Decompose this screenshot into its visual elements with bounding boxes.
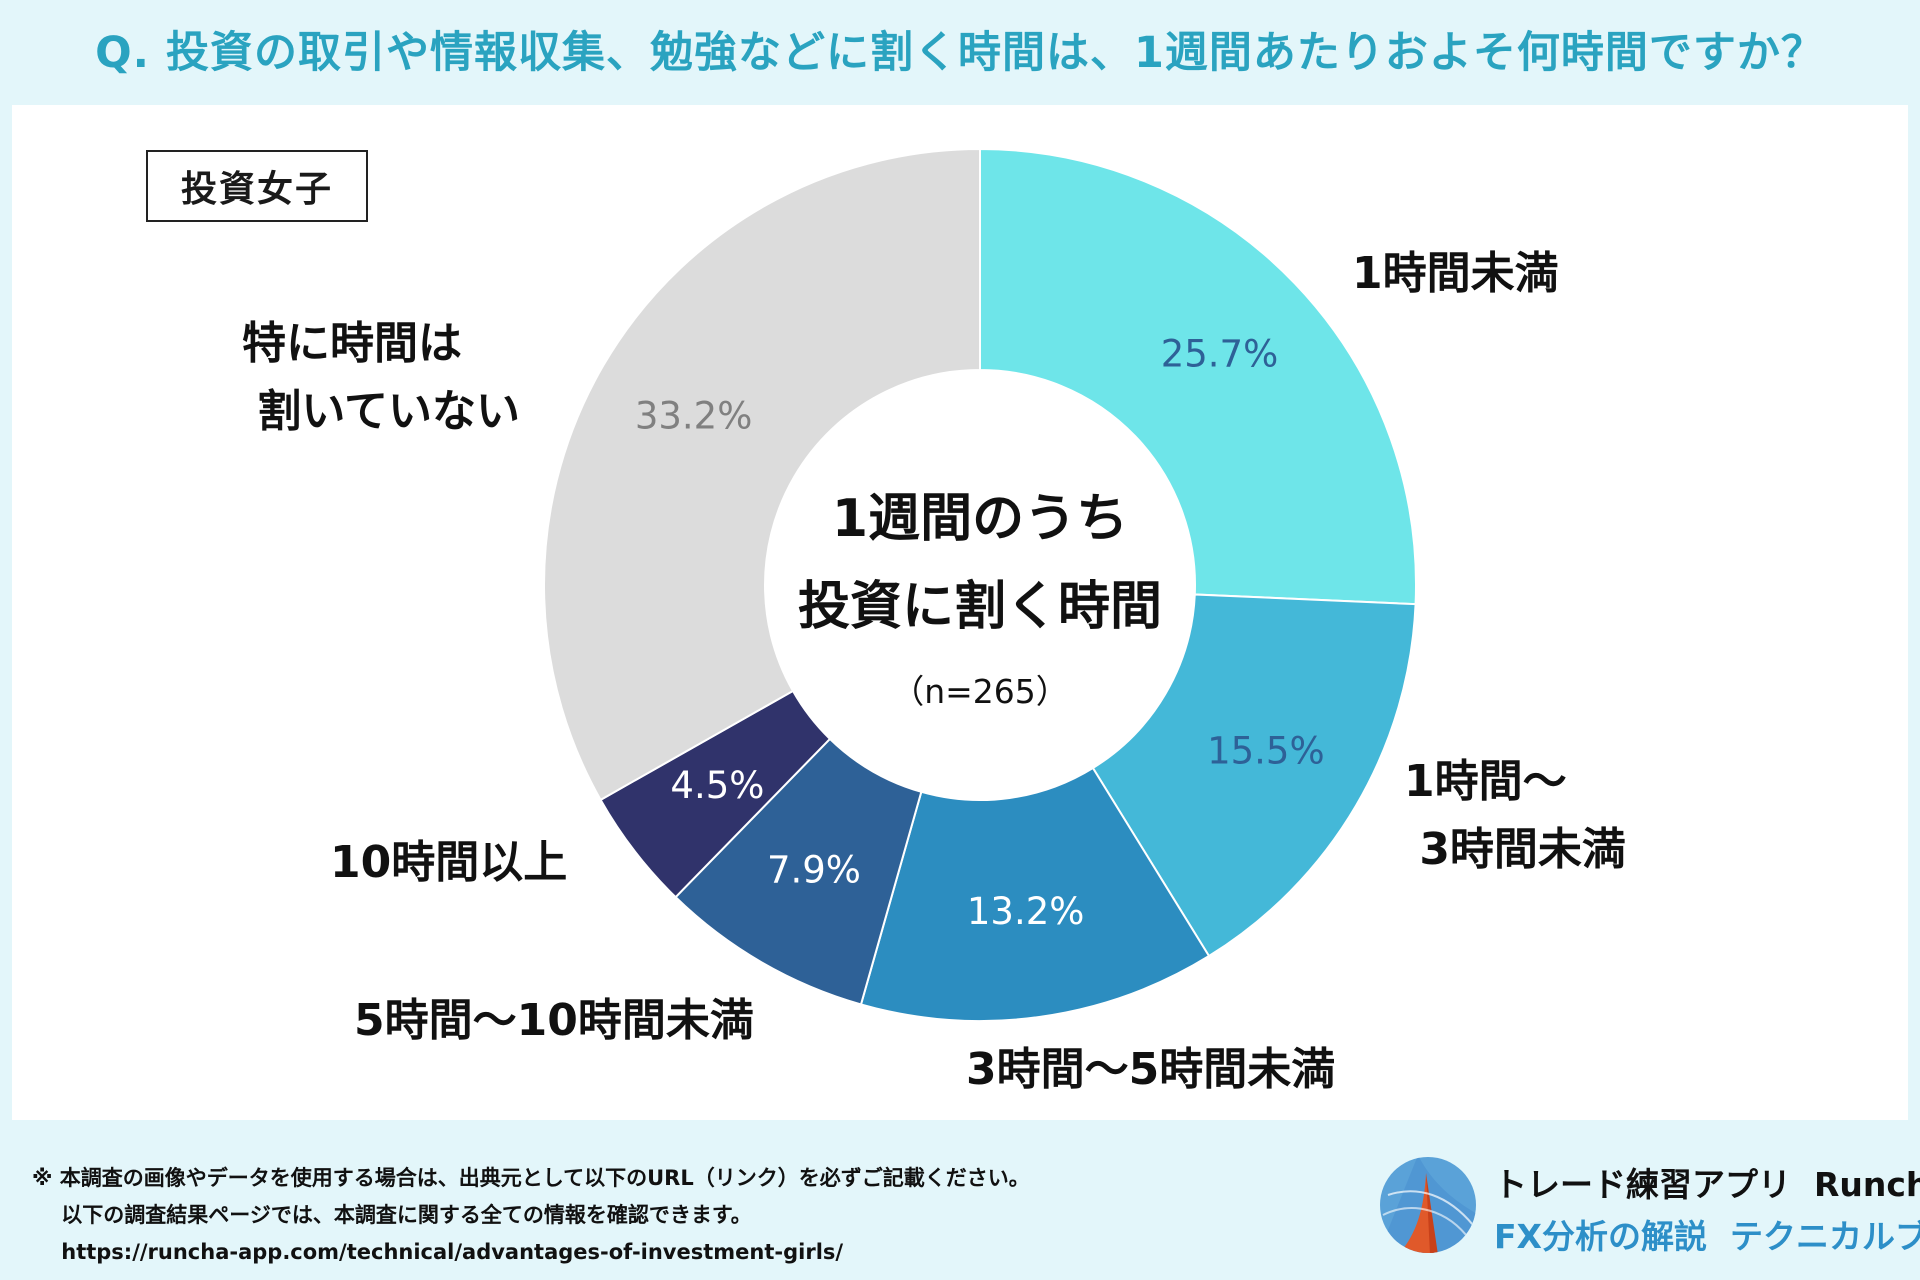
value-label-0: 25.7% — [1161, 332, 1279, 375]
donut-slice-0 — [979, 147, 1417, 606]
runcha-logo-icon — [1380, 1157, 1476, 1253]
donut-slice-5 — [543, 147, 981, 802]
page-title: Q. 投資の取引や情報収集、勉強などに割く時間は、1週間あたりおよそ何時間ですか… — [95, 28, 1825, 78]
value-label-2: 13.2% — [967, 890, 1085, 933]
brand-name: トレード練習アプリ Runcha — [1494, 1165, 1920, 1204]
source-note: ※ 本調査の画像やデータを使用する場合は、出典元として以下のURL（リンク）を必… — [32, 1160, 1030, 1271]
center-line-1: 1週間のうち — [831, 489, 1129, 549]
category-label-3h-5h: 3時間〜5時間未満 — [966, 1044, 1336, 1095]
category-label-5h-10h: 5時間〜10時間未満 — [354, 995, 754, 1046]
category-label-1h-3h: 1時間〜 3時間未満 — [1404, 756, 1626, 875]
source-url[interactable]: https://runcha-app.com/technical/advanta… — [32, 1240, 844, 1264]
group-badge: 投資女子 — [146, 150, 368, 222]
value-label-4: 4.5% — [670, 764, 764, 807]
chart-center-caption: 1週間のうち 投資に割く時間 （n=265） — [760, 475, 1200, 713]
donut-slice-1 — [1091, 593, 1417, 958]
center-line-2: 投資に割く時間 — [797, 577, 1162, 637]
note-line-1: ※ 本調査の画像やデータを使用する場合は、出典元として以下のURL（リンク）を必… — [32, 1166, 1030, 1190]
value-label-1: 15.5% — [1207, 729, 1325, 772]
category-label-under-1h: 1時間未満 — [1352, 248, 1559, 299]
note-line-2: 以下の調査結果ページでは、本調査に関する全ての情報を確認できます。 — [32, 1203, 752, 1227]
donut-slice-2 — [859, 766, 1211, 1022]
value-label-5: 33.2% — [635, 395, 753, 438]
brand-subtitle: FX分析の解説 テクニカルブック — [1494, 1217, 1920, 1256]
category-label-none: 特に時間は 割いていない — [242, 318, 520, 437]
category-label-10h-plus: 10時間以上 — [330, 837, 568, 888]
value-label-3: 7.9% — [767, 848, 861, 891]
sample-size: （n=265） — [891, 672, 1069, 711]
